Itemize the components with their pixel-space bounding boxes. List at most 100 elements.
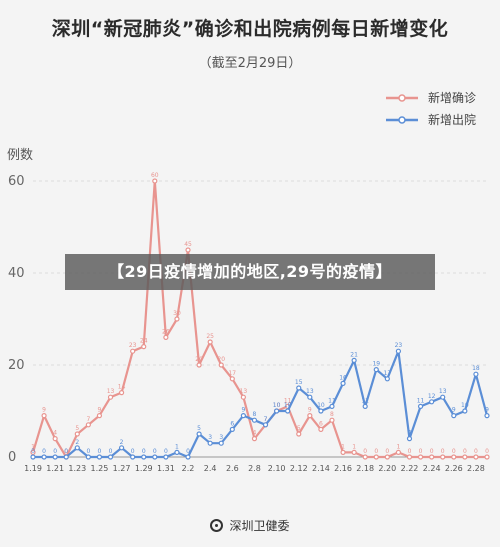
data-label: 11 — [284, 397, 292, 404]
data-point — [118, 445, 125, 451]
data-point — [362, 454, 368, 460]
data-point — [462, 408, 468, 414]
data-label: 9 — [308, 407, 312, 414]
data-point — [351, 449, 357, 455]
data-label: 16 — [339, 374, 347, 381]
data-label: 17 — [384, 370, 392, 377]
x-tick-label: 1.21 — [46, 464, 64, 473]
data-label: 0 — [98, 448, 102, 455]
data-label: 7 — [264, 416, 268, 423]
data-point — [329, 403, 335, 409]
data-point — [107, 454, 114, 460]
data-point — [107, 394, 114, 400]
data-point — [251, 436, 258, 442]
legend-marker — [398, 94, 406, 102]
data-label: 0 — [485, 448, 489, 455]
y-axis-ticks: 0 20 40 60 — [8, 174, 25, 465]
y-axis-label: 例数 — [7, 148, 33, 163]
data-point — [285, 408, 291, 414]
legend-label: 新增确诊 — [428, 90, 476, 105]
data-point — [30, 454, 36, 460]
data-point — [207, 339, 213, 345]
data-point — [185, 454, 191, 460]
data-point — [240, 413, 246, 419]
data-label: 6 — [230, 420, 234, 427]
data-label: 0 — [474, 448, 478, 455]
x-axis-ticks: 1.19 1.21 1.23 1.25 1.27 1.29 1.31 2.2 2.4 2.6 2.8… — [24, 464, 485, 473]
data-label: 10 — [273, 402, 281, 409]
y-tick-label: 40 — [8, 266, 25, 281]
data-label: 0 — [131, 448, 135, 455]
data-point — [251, 417, 258, 423]
data-point — [229, 376, 235, 382]
data-point — [141, 454, 147, 460]
data-label: 7 — [86, 416, 90, 423]
data-point — [152, 454, 158, 460]
data-label: 4 — [53, 430, 57, 437]
data-label: 20 — [217, 356, 225, 363]
data-label: 4 — [408, 430, 412, 437]
data-label: 9 — [98, 407, 102, 414]
data-point — [484, 413, 490, 419]
data-point — [218, 362, 224, 368]
data-label: 9 — [485, 407, 489, 414]
data-label: 14 — [118, 384, 126, 391]
data-point — [130, 454, 136, 460]
data-label: 0 — [441, 448, 445, 455]
overlay-banner: 【29日疫情增加的地区,29号的疫情】 — [65, 254, 435, 290]
data-label: 0 — [419, 448, 423, 455]
data-label: 0 — [153, 448, 157, 455]
x-tick-label: 2.10 — [268, 464, 286, 473]
y-tick-label: 20 — [8, 358, 25, 373]
data-point — [240, 394, 246, 400]
data-point — [451, 413, 457, 419]
x-tick-label: 2.22 — [401, 464, 419, 473]
x-tick-label: 2.4 — [204, 464, 217, 473]
data-label: 9 — [452, 407, 456, 414]
data-point — [440, 454, 446, 460]
data-label: 1 — [175, 443, 179, 450]
x-tick-label: 2.14 — [312, 464, 330, 473]
x-tick-label: 1.31 — [157, 464, 175, 473]
data-point — [63, 454, 69, 460]
x-tick-label: 1.29 — [135, 464, 153, 473]
x-tick-label: 2.8 — [248, 464, 261, 473]
data-point — [395, 449, 402, 455]
data-point — [52, 436, 58, 442]
data-label: 18 — [472, 365, 480, 372]
data-label: 0 — [430, 448, 434, 455]
data-point — [384, 376, 390, 382]
data-point — [41, 454, 47, 460]
data-point — [373, 367, 379, 373]
legend-marker — [398, 116, 406, 124]
data-label: 30 — [173, 310, 181, 317]
data-point — [451, 454, 457, 460]
chart-series: 1940579131423246026304520252017134710115… — [30, 172, 490, 460]
data-label: 9 — [42, 407, 46, 414]
data-label: 10 — [284, 402, 292, 409]
data-point — [473, 454, 479, 460]
data-point — [96, 413, 103, 419]
data-point — [152, 178, 158, 184]
y-tick-label: 60 — [8, 174, 25, 189]
data-label: 0 — [31, 448, 35, 455]
data-point — [96, 454, 103, 460]
data-point — [340, 380, 346, 386]
data-label: 0 — [452, 448, 456, 455]
data-label: 10 — [273, 402, 281, 409]
data-label: 0 — [463, 448, 467, 455]
data-point — [417, 403, 424, 409]
chart-title: 深圳“新冠肺炎”确诊和出院病例每日新增变化 — [51, 18, 449, 40]
data-point — [174, 316, 180, 322]
x-tick-label: 2.18 — [356, 464, 374, 473]
data-label: 1 — [397, 443, 401, 450]
footer-source: 深圳卫健委 — [0, 517, 500, 534]
data-label: 2 — [75, 439, 79, 446]
data-label: 0 — [86, 448, 90, 455]
x-tick-label: 1.27 — [113, 464, 131, 473]
data-label: 0 — [385, 448, 389, 455]
data-point — [406, 436, 413, 442]
data-label: 1 — [352, 443, 356, 450]
